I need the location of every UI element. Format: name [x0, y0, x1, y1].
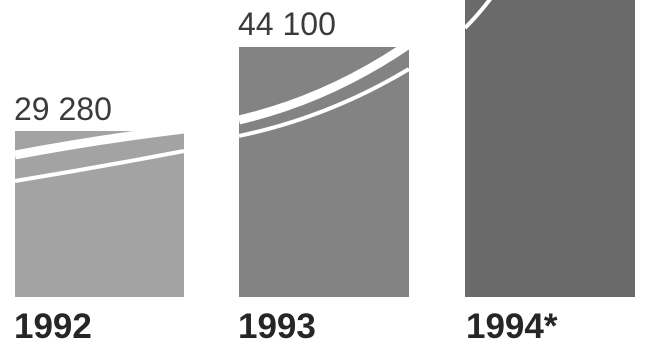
value-label-1993: 44 100: [238, 6, 336, 42]
decorative-band-1993-1: [237, 40, 412, 125]
labels-group: 29 280 44 100 1992 1993 1994*: [14, 6, 558, 345]
decorative-band-1994-1: [463, 0, 492, 30]
decorative-band-1993-2: [238, 67, 411, 138]
category-label-1994: 1994*: [466, 307, 558, 345]
category-label-1992: 1992: [14, 307, 92, 345]
bars-group: [14, 0, 635, 297]
bar-1992: [15, 131, 184, 297]
decorative-band-1992-2: [14, 149, 185, 183]
value-label-1992: 29 280: [14, 91, 112, 127]
decorative-band-1992-1: [14, 124, 185, 160]
bar-1994: [465, 0, 635, 297]
category-label-1993: 1993: [238, 307, 316, 345]
